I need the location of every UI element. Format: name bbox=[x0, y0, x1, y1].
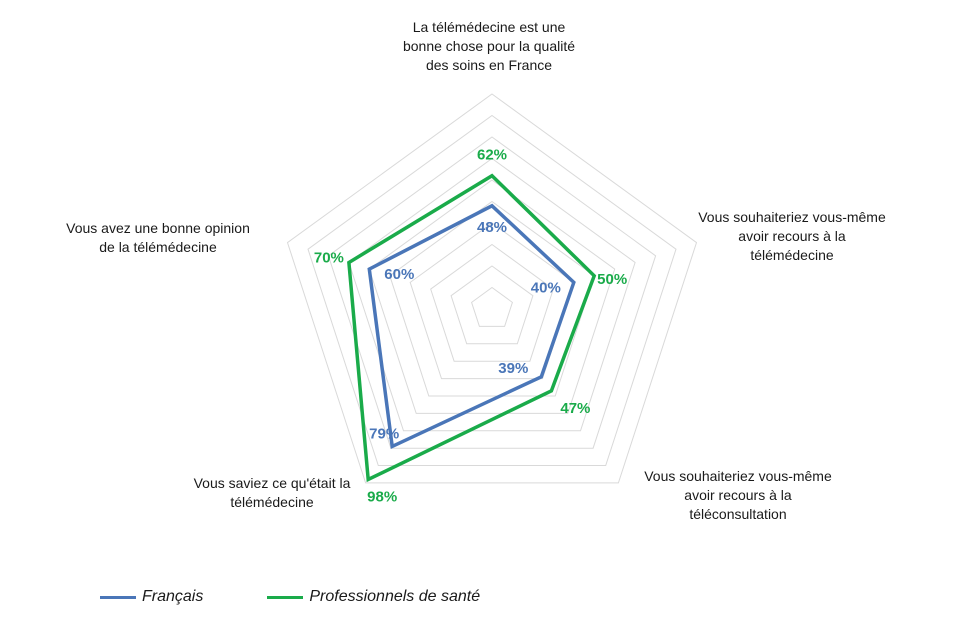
value-labels: 48% 40% 39% 79% 60% 62% 50% 47% 98% 70% bbox=[314, 147, 627, 506]
gridline-ring bbox=[327, 136, 657, 449]
axis-label: La télémédecine est une bonne chose pour … bbox=[403, 19, 575, 73]
radar-series bbox=[347, 173, 597, 483]
legend-swatch-professionnels bbox=[267, 595, 304, 599]
gridline-ring bbox=[307, 114, 677, 466]
gridline-ring bbox=[286, 93, 698, 484]
series-line-francais bbox=[367, 203, 576, 449]
legend-item-professionnels: Professionnels de santé bbox=[267, 588, 480, 606]
gridline-ring bbox=[409, 222, 575, 380]
data-label-professionnels: 50% bbox=[597, 271, 627, 288]
gridline-ring bbox=[368, 179, 616, 414]
legend-swatch-francais bbox=[100, 595, 136, 599]
data-label-francais: 79% bbox=[369, 425, 399, 442]
gridline-ring bbox=[389, 200, 595, 397]
legend-item-francais: Français bbox=[100, 588, 203, 606]
data-label-francais: 60% bbox=[384, 266, 414, 283]
axis-labels: La télémédecine est une bonne chose pour … bbox=[66, 19, 886, 522]
radar-grid bbox=[286, 93, 698, 484]
legend-label-professionnels: Professionnels de santé bbox=[309, 588, 481, 605]
legend-label-francais: Français bbox=[142, 588, 204, 605]
axis-label: Vous souhaiteriez vous-même avoir recours… bbox=[698, 209, 886, 263]
data-label-francais: 39% bbox=[498, 360, 528, 377]
gridline-ring bbox=[450, 265, 534, 345]
axis-label: Vous avez une bonne opinion de la téléméd… bbox=[66, 220, 250, 255]
gridline-ring bbox=[430, 243, 554, 362]
data-label-professionnels: 98% bbox=[367, 488, 397, 505]
data-label-francais: 48% bbox=[477, 219, 507, 236]
data-label-professionnels: 70% bbox=[314, 249, 344, 266]
data-label-francais: 40% bbox=[531, 279, 561, 296]
data-label-professionnels: 62% bbox=[477, 147, 507, 164]
legend: Français Professionnels de santé bbox=[100, 588, 544, 606]
gridline-ring bbox=[348, 157, 636, 432]
axis-label: Vous saviez ce qu'était la télémédecine bbox=[194, 475, 351, 510]
axis-label: Vous souhaiteriez vous-même avoir recours… bbox=[644, 468, 832, 522]
gridline-ring bbox=[471, 286, 513, 327]
series-line-professionnels bbox=[347, 173, 597, 483]
data-label-professionnels: 47% bbox=[560, 400, 590, 417]
